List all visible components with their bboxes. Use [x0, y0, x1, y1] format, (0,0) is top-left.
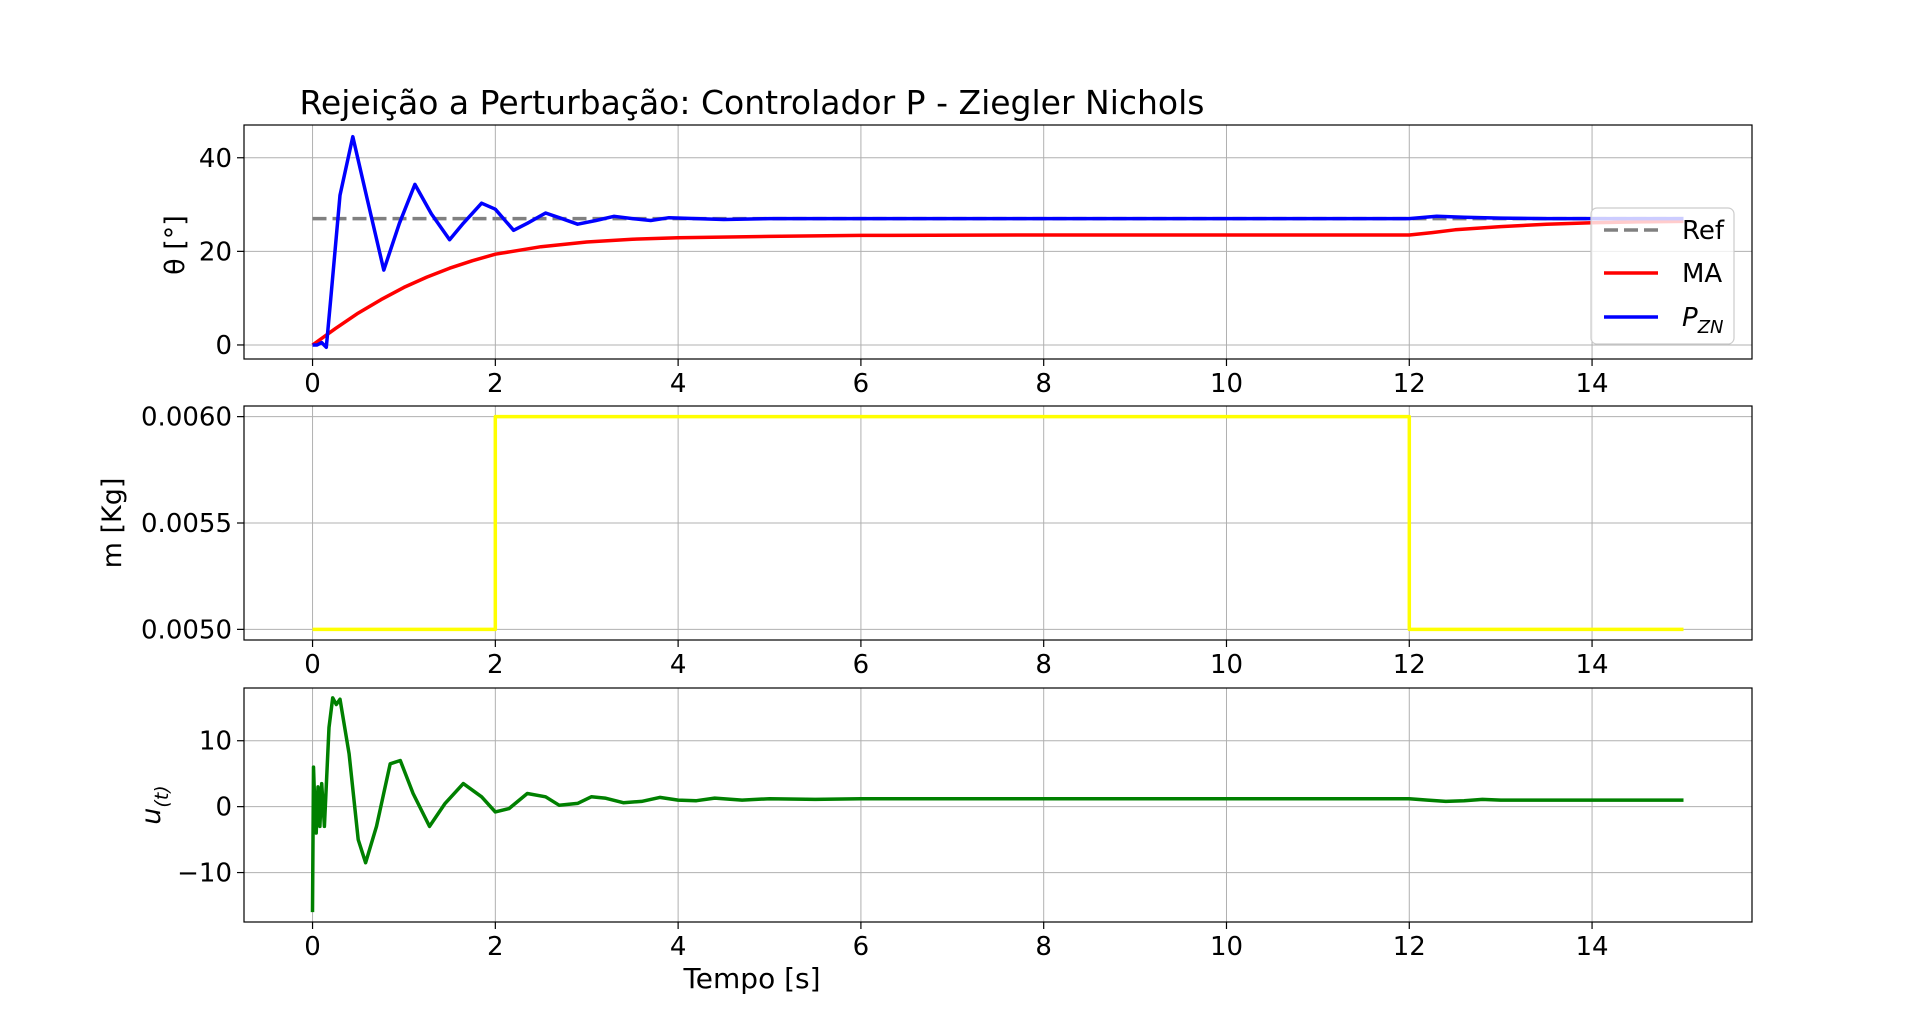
x-tick-label: 14: [1576, 650, 1609, 680]
x-tick-label: 6: [853, 650, 870, 680]
y-tick-label: 40: [199, 144, 232, 174]
x-tick-label: 10: [1210, 932, 1243, 962]
series-group: [312, 414, 1684, 632]
axes-frame: [243, 687, 1753, 923]
x-tick-label: 14: [1576, 369, 1609, 399]
y-axis-label-subscript: (t): [151, 785, 173, 807]
x-tick-label: 4: [670, 650, 687, 680]
x-tick-label: 0: [304, 932, 321, 962]
y-tick-label: 0: [215, 331, 232, 361]
control-axes: 0 2 4 6 8 10 12 14 −10 0 10 u(t): [136, 687, 1753, 962]
series-line-data: [312, 414, 1684, 632]
series-line-data: [310, 696, 1684, 913]
x-tick-label: 12: [1393, 369, 1426, 399]
x-tick-label: 14: [1576, 932, 1609, 962]
y-tick-label: 10: [199, 727, 232, 757]
x-tick-label: 6: [853, 932, 870, 962]
series-group: [311, 134, 1684, 350]
x-tick-label: 10: [1210, 650, 1243, 680]
y-tick-label: 0.0050: [141, 615, 232, 645]
x-tick-label: 8: [1035, 650, 1052, 680]
y-tick-label: 0: [215, 793, 232, 823]
y-axis-label: m [Kg]: [97, 478, 128, 569]
x-tick-label: 2: [487, 369, 504, 399]
mass-axes: 0 2 4 6 8 10 12 14 0.0050 0.0055 0.0060 m [Kg]: [97, 403, 1753, 680]
x-axis-label: Tempo [s]: [682, 962, 820, 995]
legend: Ref MA PZN: [1590, 207, 1735, 345]
series-line-ma: [311, 219, 1684, 347]
y-tick-label: 20: [199, 237, 232, 267]
y-axis-label-main: u: [136, 808, 167, 825]
series-group: [310, 696, 1684, 913]
series-line-p-zn: [312, 134, 1684, 350]
x-tick-label: 8: [1035, 932, 1052, 962]
x-tick-label: 2: [487, 650, 504, 680]
x-tick-label: 6: [853, 369, 870, 399]
legend-label-subscript: ZN: [1697, 317, 1724, 338]
y-tick-label: −10: [177, 859, 232, 889]
y-tick-label: 0.0060: [141, 403, 232, 433]
y-axis-label: u(t): [136, 785, 173, 824]
figure-title: Rejeição a Perturbação: Controlador P - …: [299, 83, 1204, 122]
x-tick-label: 2: [487, 932, 504, 962]
y-tick-label: 0.0055: [141, 509, 232, 539]
x-tick-label: 10: [1210, 369, 1243, 399]
y-axis-label: θ [°]: [160, 215, 191, 275]
legend-label: PZN: [1682, 303, 1723, 338]
x-tick-label: 4: [670, 369, 687, 399]
axes-frame: [243, 124, 1753, 360]
legend-box: [1590, 207, 1735, 345]
x-tick-label: 12: [1393, 932, 1426, 962]
x-tick-label: 0: [304, 650, 321, 680]
legend-label: MA: [1682, 259, 1722, 289]
x-tick-label: 8: [1035, 369, 1052, 399]
legend-label-main: P: [1682, 303, 1698, 333]
x-tick-label: 4: [670, 932, 687, 962]
theta-axes: 0 2 4 6 8 10 12 14 0 20 40 θ [°] Ref MA PZN: [160, 124, 1753, 399]
legend-label: Ref: [1682, 216, 1725, 246]
x-tick-label: 12: [1393, 650, 1426, 680]
x-tick-label: 0: [304, 369, 321, 399]
